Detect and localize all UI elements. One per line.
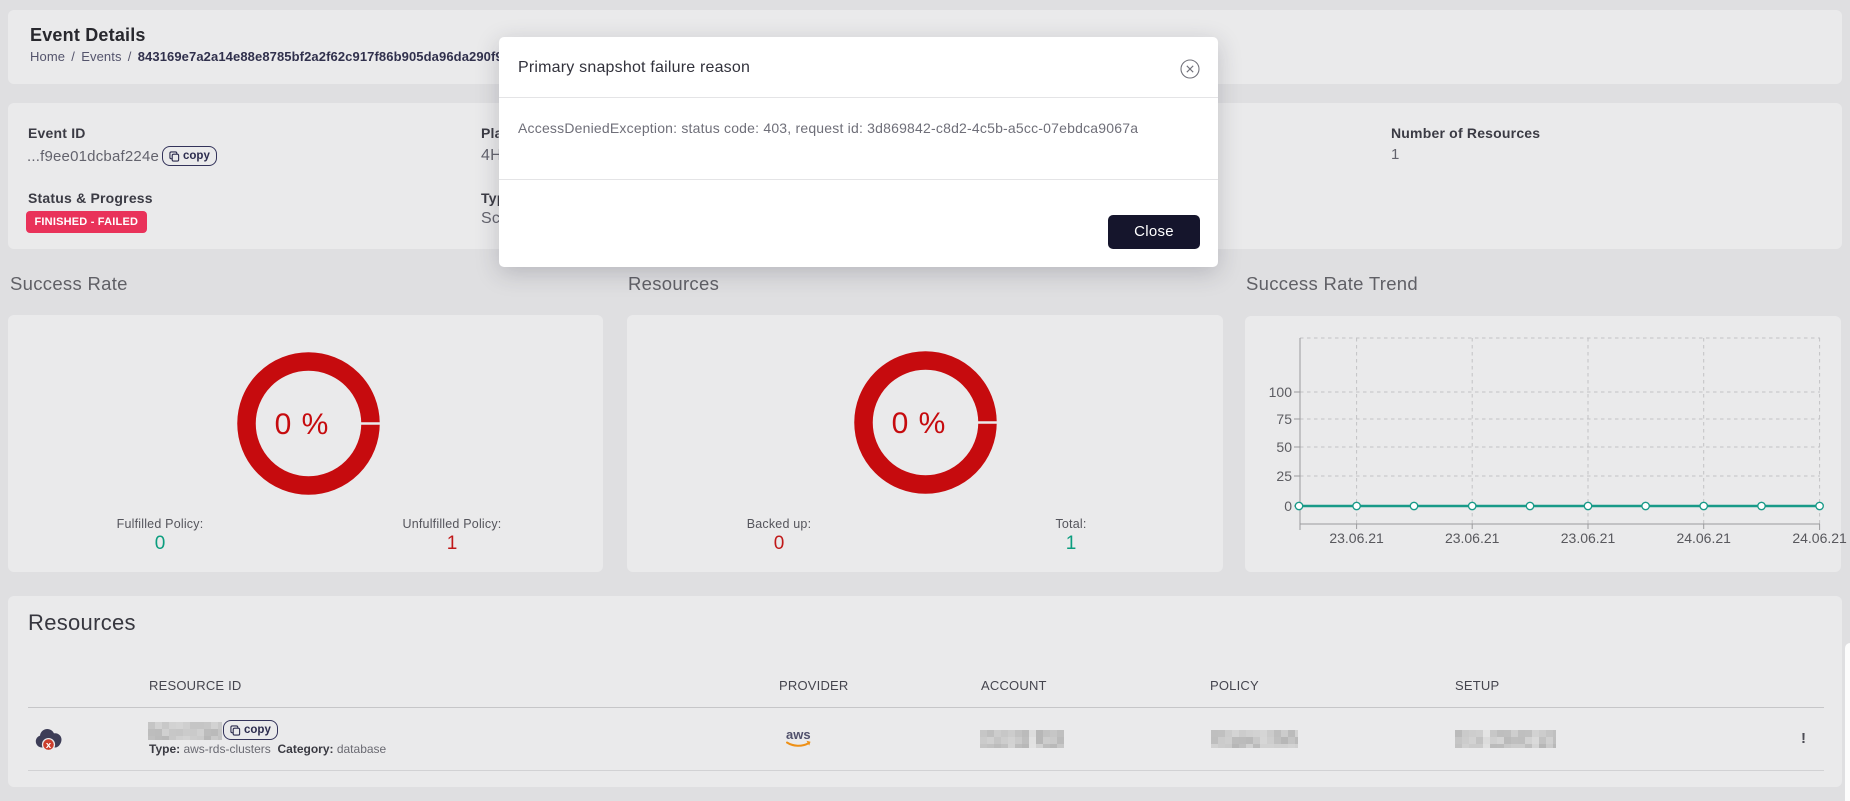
svg-text:23.06.21: 23.06.21 [1445,530,1500,546]
svg-text:24.06.21: 24.06.21 [1676,530,1731,546]
svg-text:aws: aws [786,727,811,742]
svg-text:x: x [46,740,52,751]
svg-text:23.06.21: 23.06.21 [1329,530,1384,546]
svg-text:0: 0 [1284,498,1292,514]
svg-text:50: 50 [1276,439,1292,455]
svg-text:0 %: 0 % [892,407,947,440]
svg-text:25: 25 [1276,468,1292,484]
svg-text:100: 100 [1269,384,1293,400]
svg-text:0 %: 0 % [275,408,330,441]
svg-text:23.06.21: 23.06.21 [1561,530,1616,546]
svg-text:75: 75 [1276,411,1292,427]
svg-text:24.06.21: 24.06.21 [1792,530,1847,546]
